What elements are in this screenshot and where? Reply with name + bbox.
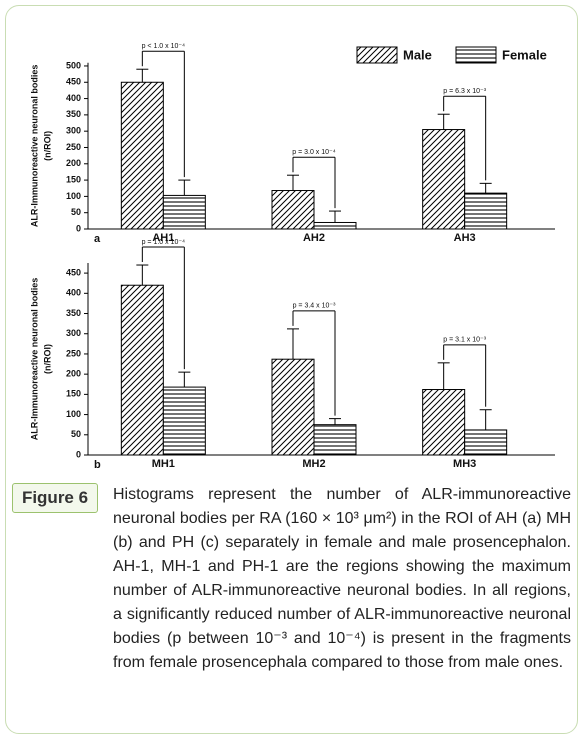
- y-axis-label: ALR-Immunoreactive neuronal bodies: [29, 65, 39, 228]
- y-tick-label: 150: [66, 389, 81, 399]
- p-value: p < 1.0 x 10⁻⁴: [142, 43, 185, 50]
- charts: 050100150200250300350400450500ALR-Immuno…: [29, 43, 555, 471]
- y-tick-label: 250: [66, 142, 81, 152]
- legend-swatch: [356, 46, 398, 64]
- error-bar: [136, 264, 149, 286]
- bar: [120, 284, 164, 456]
- y-tick-label: 100: [66, 409, 81, 419]
- error-bar: [479, 409, 492, 430]
- error-bar: [437, 113, 450, 130]
- y-tick-label: 400: [66, 288, 81, 298]
- y-tick-label: 200: [66, 158, 81, 168]
- bar: [271, 190, 315, 230]
- error-bar: [329, 210, 341, 223]
- error-bar: [479, 182, 492, 194]
- error-bar: [136, 68, 149, 83]
- bar: [313, 424, 357, 456]
- y-tick-label: 450: [66, 77, 81, 87]
- y-axis-label: ALR-Immunoreactive neuronal bodies: [29, 278, 39, 441]
- y-tick-label: 350: [66, 308, 81, 318]
- bar: [422, 129, 466, 230]
- y-tick-label: 200: [66, 369, 81, 379]
- error-bar: [329, 418, 341, 425]
- p-value: p = 3.4 x 10⁻³: [293, 303, 336, 310]
- bar: [271, 358, 315, 456]
- panel-label: b: [94, 459, 101, 471]
- x-tick-label: MH1: [152, 458, 175, 470]
- y-tick-label: 500: [66, 60, 81, 70]
- y-axis-label: (n/ROI): [42, 344, 52, 374]
- y-tick-label: 50: [71, 429, 81, 439]
- panel-label: a: [94, 233, 101, 245]
- bar: [464, 429, 508, 456]
- y-tick-label: 0: [76, 449, 81, 459]
- x-tick-label: MH3: [453, 458, 476, 470]
- bar: [313, 221, 357, 230]
- bar: [120, 81, 164, 230]
- y-tick-label: 100: [66, 191, 81, 201]
- error-bar: [178, 179, 191, 196]
- p-value: p = 1.0 x 10⁻⁴: [142, 239, 185, 246]
- figure-frame: [5, 5, 578, 734]
- y-tick-label: 450: [66, 267, 81, 277]
- y-tick-label: 350: [66, 109, 81, 119]
- y-tick-label: 250: [66, 348, 81, 358]
- x-tick-label: AH3: [454, 232, 476, 244]
- x-tick-label: MH2: [302, 458, 325, 470]
- bar: [162, 194, 206, 230]
- error-bar: [287, 328, 299, 360]
- legend-label: Male: [403, 47, 432, 62]
- error-bar: [437, 362, 450, 390]
- figure-caption: Histograms represent the number of ALR-i…: [113, 486, 571, 671]
- y-tick-label: 400: [66, 93, 81, 103]
- p-value: p = 6.3 x 10⁻³: [443, 88, 486, 95]
- y-tick-label: 0: [76, 223, 81, 233]
- y-tick-label: 150: [66, 174, 81, 184]
- error-bar: [287, 174, 299, 191]
- legend-label: Female: [502, 47, 547, 62]
- error-bar: [178, 371, 191, 388]
- legend-swatch: [455, 46, 497, 64]
- p-value: p = 3.1 x 10⁻³: [443, 337, 486, 344]
- y-tick-label: 50: [71, 207, 81, 217]
- figure-label: Figure 6: [12, 483, 98, 513]
- p-value: p = 3.0 x 10⁻⁴: [292, 149, 335, 156]
- bar: [422, 389, 466, 456]
- bar: [162, 386, 206, 456]
- x-tick-label: AH1: [152, 232, 174, 244]
- y-tick-label: 300: [66, 328, 81, 338]
- bar: [464, 192, 508, 230]
- y-tick-label: 300: [66, 126, 81, 136]
- y-axis-label: (n/ROI): [42, 131, 52, 161]
- x-tick-label: AH2: [303, 232, 325, 244]
